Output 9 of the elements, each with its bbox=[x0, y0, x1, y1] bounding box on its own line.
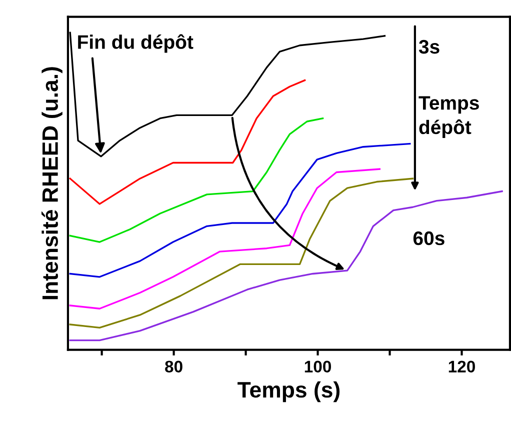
annotation: Fin du dépôt bbox=[78, 34, 194, 53]
x-axis-title: Temps (s) bbox=[238, 381, 340, 402]
y-axis-title: Intensité RHEED (u.a.) bbox=[42, 67, 62, 300]
annotation: 3s bbox=[418, 40, 440, 54]
x-tick-label: 80 bbox=[165, 360, 182, 373]
annotation: 60s bbox=[413, 231, 444, 246]
annotation: Temps dépôt bbox=[418, 96, 479, 138]
x-tick-label: 100 bbox=[304, 360, 331, 373]
x-tick-label: 120 bbox=[448, 360, 475, 373]
